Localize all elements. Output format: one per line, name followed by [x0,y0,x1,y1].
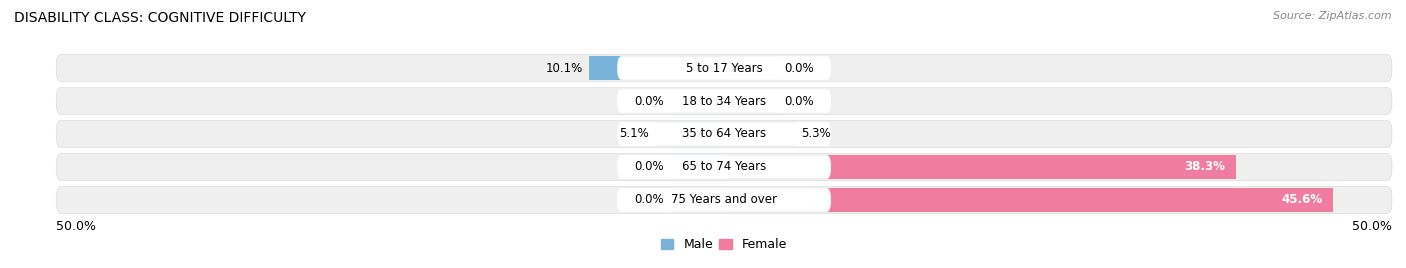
FancyBboxPatch shape [617,188,831,212]
FancyBboxPatch shape [56,187,1392,214]
FancyBboxPatch shape [724,188,1333,212]
FancyBboxPatch shape [617,155,831,179]
Text: 75 Years and over: 75 Years and over [671,193,778,206]
Text: 38.3%: 38.3% [1184,161,1225,173]
Text: 65 to 74 Years: 65 to 74 Years [682,161,766,173]
Text: 35 to 64 Years: 35 to 64 Years [682,128,766,140]
FancyBboxPatch shape [56,54,1392,81]
Text: 10.1%: 10.1% [546,62,582,75]
Text: 18 to 34 Years: 18 to 34 Years [682,95,766,107]
Text: 50.0%: 50.0% [56,220,96,233]
FancyBboxPatch shape [657,122,724,146]
Text: 0.0%: 0.0% [634,161,664,173]
Text: 5.3%: 5.3% [801,128,831,140]
FancyBboxPatch shape [724,155,1236,179]
Text: 0.0%: 0.0% [634,193,664,206]
Text: 0.0%: 0.0% [634,95,664,107]
Text: 0.0%: 0.0% [785,95,814,107]
Text: 5.1%: 5.1% [620,128,650,140]
Text: 0.0%: 0.0% [785,62,814,75]
Text: 50.0%: 50.0% [1353,220,1392,233]
FancyBboxPatch shape [724,122,794,146]
FancyBboxPatch shape [589,56,724,80]
FancyBboxPatch shape [56,154,1392,181]
FancyBboxPatch shape [617,122,831,146]
FancyBboxPatch shape [671,188,724,212]
Text: 45.6%: 45.6% [1281,193,1323,206]
Text: Source: ZipAtlas.com: Source: ZipAtlas.com [1274,11,1392,21]
FancyBboxPatch shape [617,89,831,113]
Legend: Male, Female: Male, Female [661,238,787,251]
FancyBboxPatch shape [617,56,831,80]
Text: 5 to 17 Years: 5 to 17 Years [686,62,762,75]
FancyBboxPatch shape [56,87,1392,114]
FancyBboxPatch shape [724,89,778,113]
Text: DISABILITY CLASS: COGNITIVE DIFFICULTY: DISABILITY CLASS: COGNITIVE DIFFICULTY [14,11,307,25]
FancyBboxPatch shape [671,155,724,179]
FancyBboxPatch shape [724,56,778,80]
FancyBboxPatch shape [56,121,1392,147]
FancyBboxPatch shape [671,89,724,113]
